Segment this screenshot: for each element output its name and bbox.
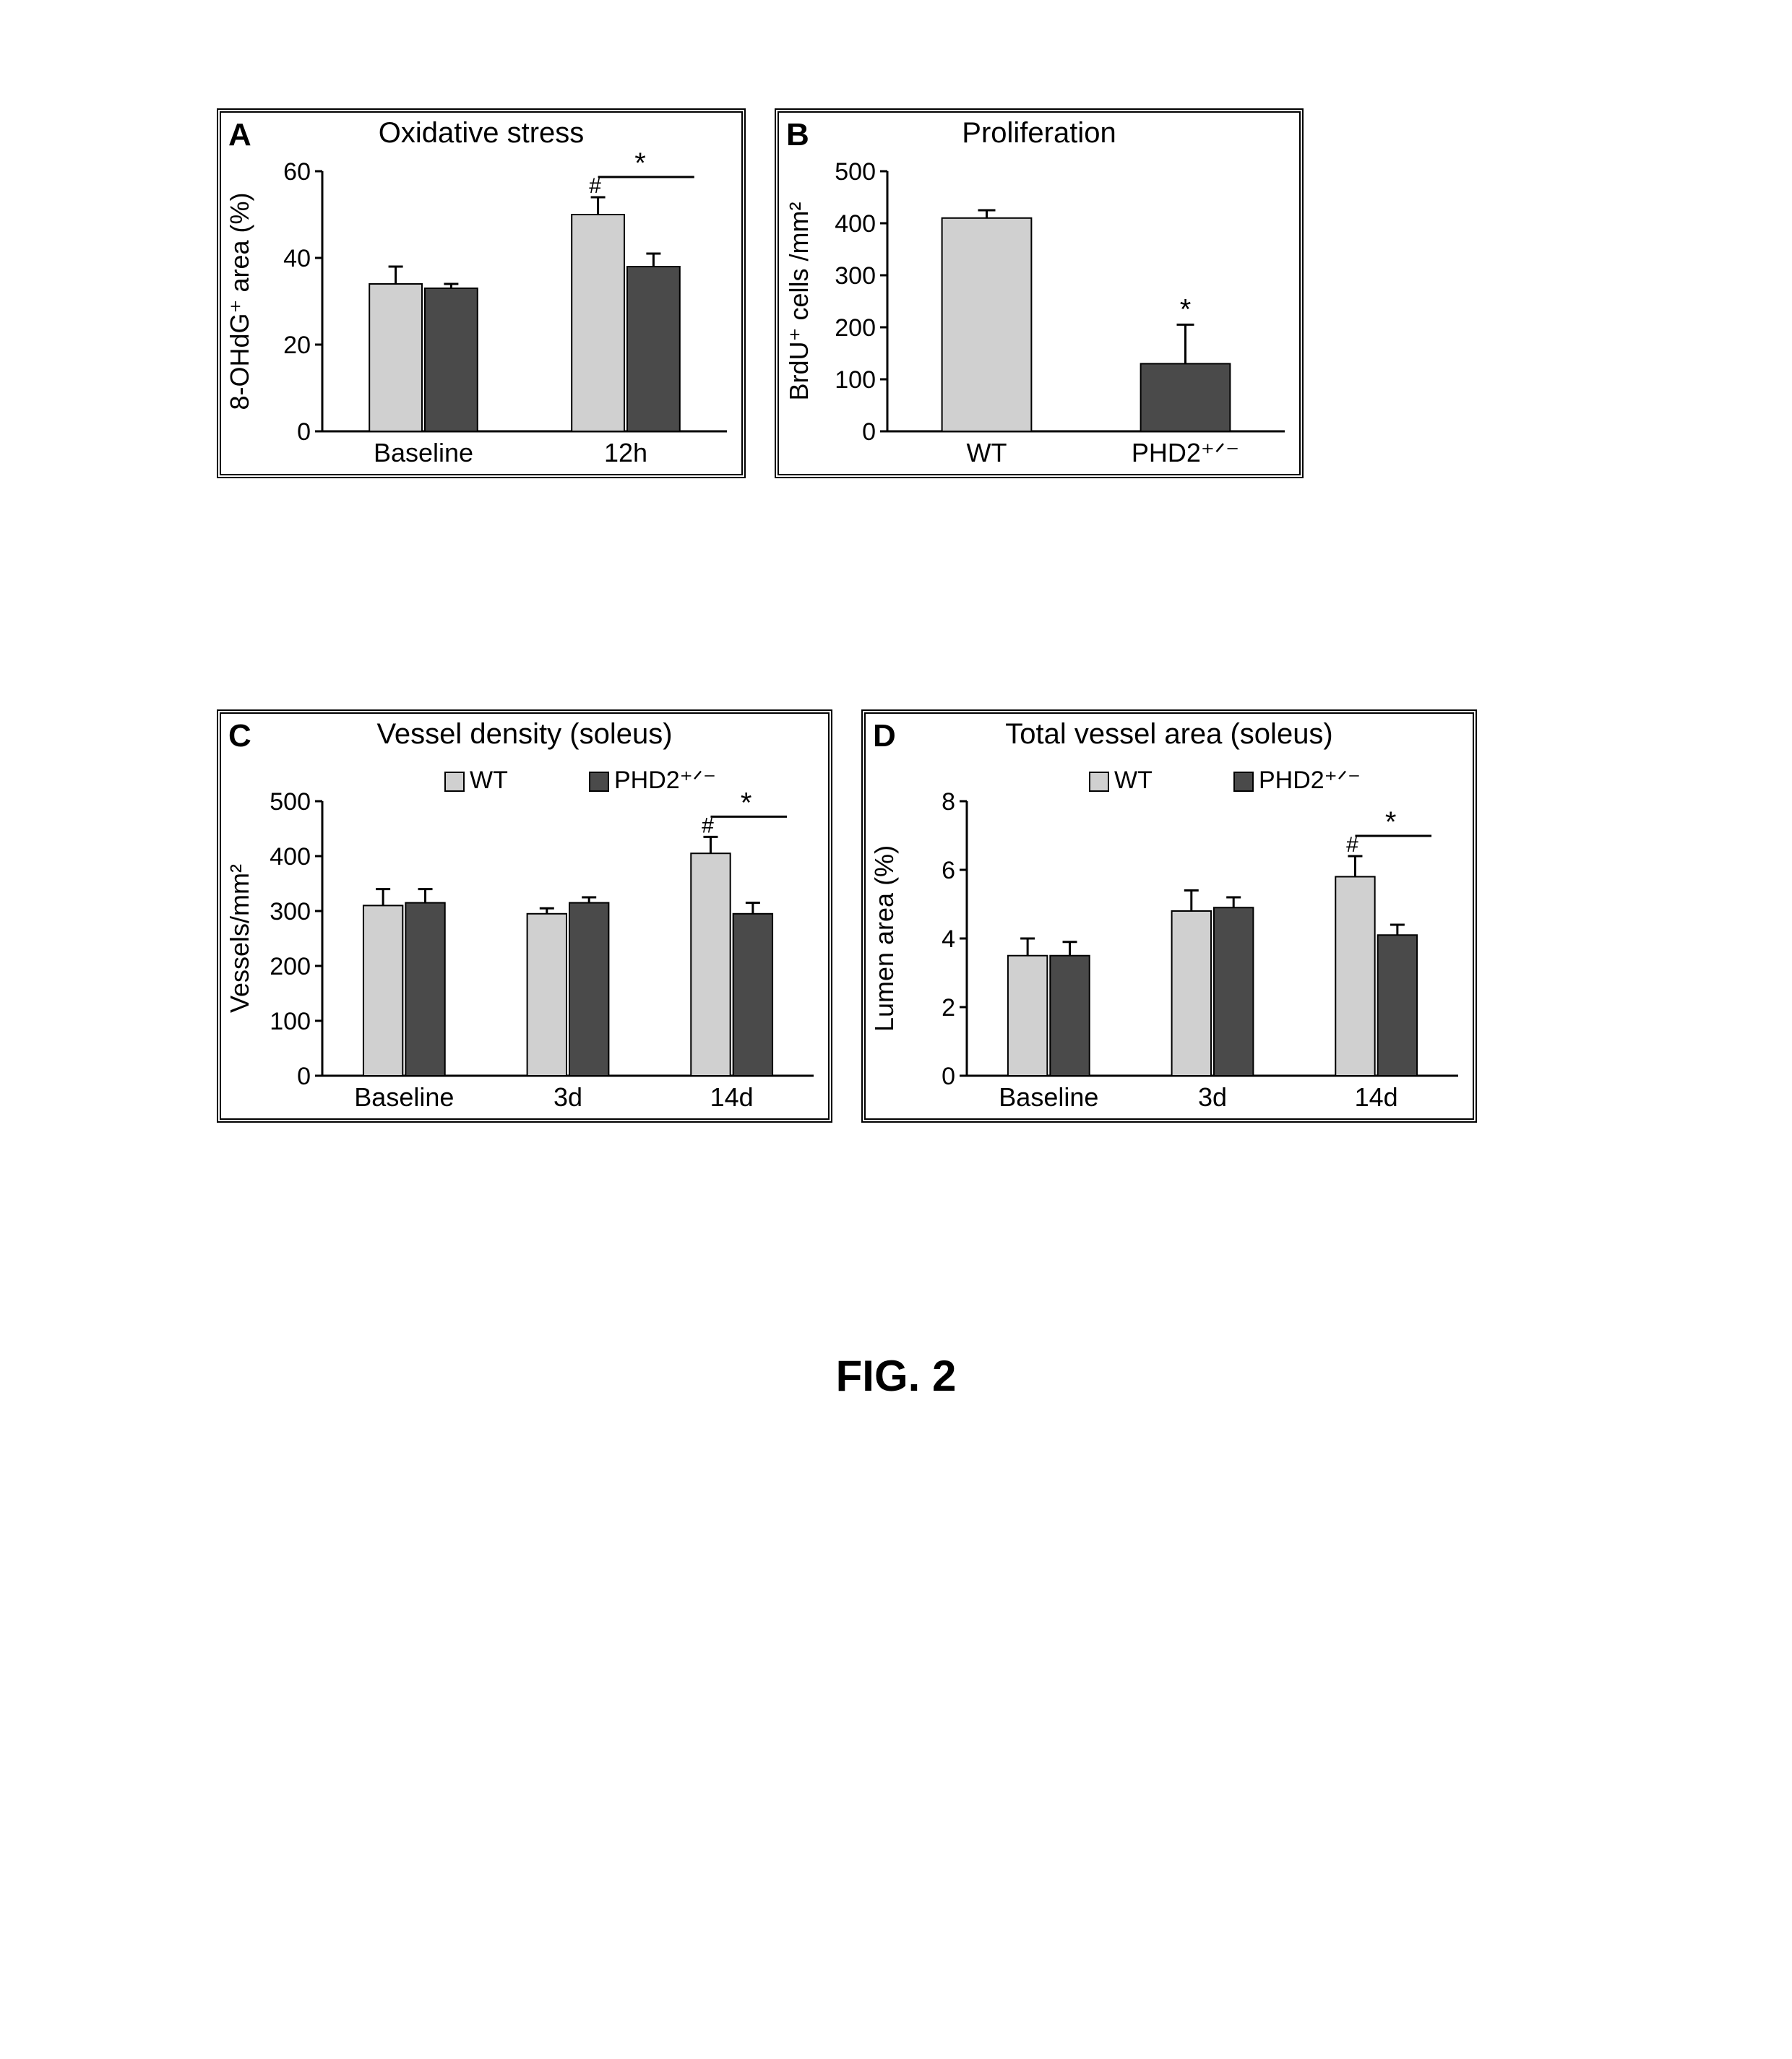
svg-text:400: 400 bbox=[270, 843, 311, 871]
svg-text:0: 0 bbox=[942, 1063, 955, 1090]
svg-text:100: 100 bbox=[270, 1008, 311, 1035]
svg-text:*: * bbox=[1180, 293, 1192, 325]
svg-text:WT: WT bbox=[967, 438, 1007, 467]
chart-d: 0 2 4 6 8 Lumen area (%) WT PHD2⁺ᐟ⁻ Baseline 3d 14… bbox=[866, 751, 1473, 1119]
svg-text:300: 300 bbox=[270, 898, 311, 925]
svg-text:3d: 3d bbox=[1198, 1082, 1227, 1112]
panel-c-title: Vessel density (soleus) bbox=[221, 714, 828, 751]
svg-text:Baseline: Baseline bbox=[354, 1082, 454, 1112]
row-top: A Oxidative stress 0 20 40 60 8-OHdG⁺ area (… bbox=[217, 108, 1590, 478]
chart-b: 0 100 200 300 400 500 BrdU⁺ cells /mm² WT PHD2⁺ᐟ… bbox=[779, 150, 1299, 475]
svg-text:*: * bbox=[741, 787, 752, 819]
svg-text:500: 500 bbox=[835, 158, 876, 186]
panel-a-title: Oxidative stress bbox=[221, 113, 741, 150]
svg-text:2: 2 bbox=[942, 994, 955, 1022]
panel-b-label: B bbox=[786, 117, 809, 153]
svg-text:12h: 12h bbox=[604, 438, 647, 467]
chart-a: 02040608-OHdG⁺ area (%)Baseline12h#* bbox=[221, 150, 741, 475]
figure-container: A Oxidative stress 02040608-OHdG⁺ area (… bbox=[217, 108, 1590, 1354]
panel-d: D Total vessel area (soleus) 0 2 4 6 8 Lumen … bbox=[861, 709, 1477, 1123]
svg-text:WT: WT bbox=[470, 767, 508, 794]
chart-c: 0 100 200 300 400 500 Vessels/mm² WT PHD2⁺ᐟ⁻ Base… bbox=[221, 751, 828, 1119]
svg-text:4: 4 bbox=[942, 925, 955, 953]
svg-text:14d: 14d bbox=[710, 1082, 754, 1112]
panel-a: A Oxidative stress 0 20 40 60 8-OHdG⁺ area (… bbox=[217, 108, 746, 478]
svg-text:200: 200 bbox=[835, 314, 876, 342]
svg-text:8: 8 bbox=[942, 788, 955, 816]
svg-text:Vessels/mm²: Vessels/mm² bbox=[225, 864, 254, 1013]
panel-d-title: Total vessel area (soleus) bbox=[866, 714, 1473, 751]
svg-text:100: 100 bbox=[835, 366, 876, 394]
svg-text:500: 500 bbox=[270, 788, 311, 816]
figure-caption: FIG. 2 bbox=[836, 1351, 957, 1401]
svg-text:*: * bbox=[634, 150, 646, 179]
panel-b-title: Proliferation bbox=[779, 113, 1299, 150]
svg-text:400: 400 bbox=[835, 210, 876, 238]
svg-text:0: 0 bbox=[862, 418, 876, 446]
svg-text:3d: 3d bbox=[553, 1082, 582, 1112]
svg-text:8-OHdG⁺ area (%): 8-OHdG⁺ area (%) bbox=[225, 192, 254, 410]
svg-text:60: 60 bbox=[283, 158, 311, 186]
svg-text:Baseline: Baseline bbox=[999, 1082, 1098, 1112]
row-bottom: C Vessel density (soleus) 0 100 200 300 400 5… bbox=[217, 709, 1590, 1123]
panel-b: B Proliferation 0 100 200 300 400 500 BrdU⁺ ce… bbox=[775, 108, 1304, 478]
svg-text:PHD2⁺ᐟ⁻: PHD2⁺ᐟ⁻ bbox=[614, 767, 716, 794]
svg-text:*: * bbox=[1385, 806, 1397, 838]
svg-text:6: 6 bbox=[942, 857, 955, 884]
svg-text:14d: 14d bbox=[1355, 1082, 1398, 1112]
svg-text:20: 20 bbox=[283, 332, 311, 359]
svg-text:Baseline: Baseline bbox=[374, 438, 473, 467]
svg-text:200: 200 bbox=[270, 953, 311, 980]
panel-c-label: C bbox=[228, 718, 251, 754]
svg-text:40: 40 bbox=[283, 245, 311, 272]
svg-text:PHD2⁺ᐟ⁻: PHD2⁺ᐟ⁻ bbox=[1132, 438, 1239, 467]
svg-text:300: 300 bbox=[835, 262, 876, 290]
svg-text:PHD2⁺ᐟ⁻: PHD2⁺ᐟ⁻ bbox=[1259, 767, 1361, 794]
panel-c: C Vessel density (soleus) 0 100 200 300 400 5… bbox=[217, 709, 832, 1123]
svg-text:Lumen area (%): Lumen area (%) bbox=[869, 845, 899, 1032]
svg-text:WT: WT bbox=[1114, 767, 1153, 794]
svg-text:0: 0 bbox=[297, 1063, 311, 1090]
svg-text:0: 0 bbox=[297, 418, 311, 446]
svg-text:BrdU⁺ cells /mm²: BrdU⁺ cells /mm² bbox=[784, 202, 814, 400]
panel-d-label: D bbox=[873, 718, 896, 754]
panel-a-label: A bbox=[228, 117, 251, 153]
